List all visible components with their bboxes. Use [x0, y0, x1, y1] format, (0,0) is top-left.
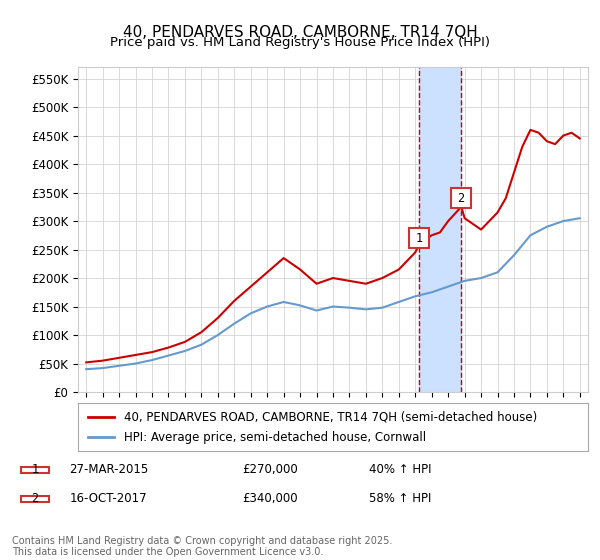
Text: Price paid vs. HM Land Registry's House Price Index (HPI): Price paid vs. HM Land Registry's House … — [110, 36, 490, 49]
Text: 1: 1 — [31, 463, 38, 476]
Text: £340,000: £340,000 — [242, 492, 298, 505]
Text: 27-MAR-2015: 27-MAR-2015 — [70, 463, 149, 476]
Text: 16-OCT-2017: 16-OCT-2017 — [70, 492, 147, 505]
Text: 2: 2 — [458, 192, 465, 205]
FancyBboxPatch shape — [20, 467, 49, 473]
Text: 58% ↑ HPI: 58% ↑ HPI — [369, 492, 431, 505]
Text: Contains HM Land Registry data © Crown copyright and database right 2025.
This d: Contains HM Land Registry data © Crown c… — [12, 535, 392, 557]
Text: 40, PENDARVES ROAD, CAMBORNE, TR14 7QH (semi-detached house): 40, PENDARVES ROAD, CAMBORNE, TR14 7QH (… — [124, 410, 537, 423]
Text: 2: 2 — [31, 492, 38, 505]
Text: 1: 1 — [415, 232, 422, 245]
Text: HPI: Average price, semi-detached house, Cornwall: HPI: Average price, semi-detached house,… — [124, 431, 426, 444]
FancyBboxPatch shape — [20, 496, 49, 502]
Bar — [419, 67, 461, 392]
Text: 40, PENDARVES ROAD, CAMBORNE, TR14 7QH: 40, PENDARVES ROAD, CAMBORNE, TR14 7QH — [122, 25, 478, 40]
Text: £270,000: £270,000 — [242, 463, 298, 476]
Text: 40% ↑ HPI: 40% ↑ HPI — [369, 463, 431, 476]
